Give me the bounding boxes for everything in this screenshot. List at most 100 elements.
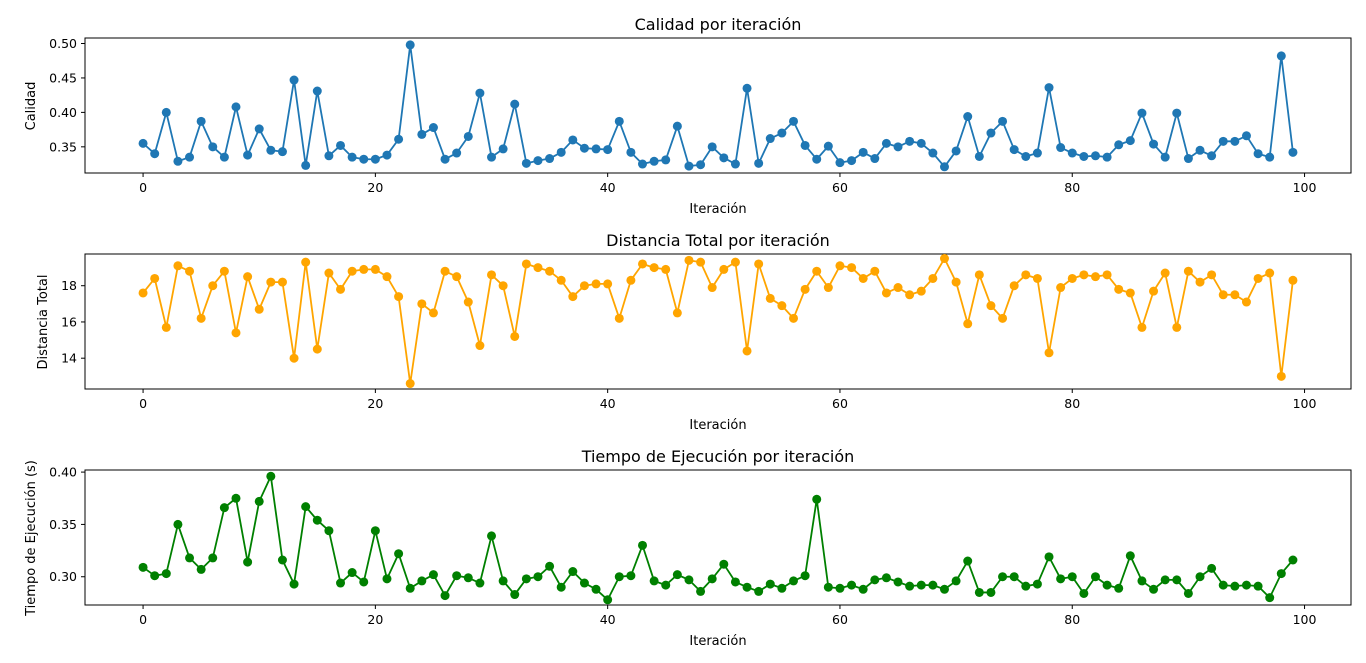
data-point: [1067, 148, 1077, 158]
data-point: [765, 293, 775, 303]
data-point: [382, 272, 392, 282]
data-point: [730, 159, 740, 169]
data-point: [347, 152, 357, 162]
data-point: [1044, 83, 1054, 93]
data-point: [556, 275, 566, 285]
data-point: [1149, 584, 1159, 594]
data-point: [1230, 136, 1240, 146]
data-point: [684, 255, 694, 265]
series-line: [142, 475, 1294, 601]
data-point: [963, 556, 973, 566]
data-point: [800, 571, 810, 581]
x-tick-label: 60: [832, 612, 848, 627]
data-point: [823, 283, 833, 293]
data-point: [1149, 139, 1159, 149]
y-axis-label: Calidad: [24, 82, 39, 131]
data-point: [893, 283, 903, 293]
data-point: [742, 582, 752, 592]
data-point: [196, 116, 206, 126]
data-point: [719, 559, 729, 569]
data-point: [208, 142, 218, 152]
data-point: [173, 156, 183, 166]
data-point: [1102, 580, 1112, 590]
data-point: [661, 264, 671, 274]
x-axis-label: Iteración: [689, 634, 746, 649]
x-tick-label: 0: [139, 396, 147, 411]
data-point: [812, 494, 822, 504]
data-point: [196, 313, 206, 323]
data-point: [614, 116, 624, 126]
x-tick-label: 0: [139, 612, 147, 627]
data-point: [266, 277, 276, 287]
data-point: [661, 155, 671, 165]
data-point: [196, 564, 206, 574]
data-point: [870, 154, 880, 164]
data-point: [510, 331, 520, 341]
data-point: [742, 83, 752, 93]
data-point: [173, 519, 183, 529]
data-point: [998, 572, 1008, 582]
data-point: [672, 570, 682, 580]
data-point: [1032, 148, 1042, 158]
data-point: [208, 553, 218, 563]
data-point: [1160, 152, 1170, 162]
data-point: [266, 145, 276, 155]
data-point: [858, 584, 868, 594]
data-point: [835, 583, 845, 593]
data-point: [359, 264, 369, 274]
data-point: [765, 579, 775, 589]
data-point: [545, 266, 555, 276]
data-point: [452, 148, 462, 158]
data-point: [1230, 581, 1240, 591]
data-point: [487, 270, 497, 280]
data-point: [533, 156, 543, 166]
data-point: [277, 147, 287, 157]
data-point: [835, 158, 845, 168]
data-point: [452, 571, 462, 581]
data-point: [928, 580, 938, 590]
data-point: [1183, 588, 1193, 598]
data-point: [1009, 572, 1019, 582]
x-tick-label: 20: [367, 396, 383, 411]
data-point: [916, 138, 926, 148]
data-point: [1079, 588, 1089, 598]
data-point: [626, 571, 636, 581]
data-point: [452, 272, 462, 282]
data-point: [440, 266, 450, 276]
data-point: [603, 279, 613, 289]
data-point: [1021, 581, 1031, 591]
data-point: [881, 573, 891, 583]
data-point: [789, 313, 798, 323]
data-point: [1044, 552, 1054, 562]
data-point: [707, 142, 717, 152]
data-point: [1032, 579, 1042, 589]
y-tick-label: 0.35: [49, 139, 77, 154]
data-point: [254, 304, 264, 314]
data-point: [847, 263, 857, 273]
data-point: [905, 136, 915, 146]
chart-title: Tiempo de Ejecución por iteración: [581, 447, 855, 466]
data-point: [939, 254, 949, 264]
data-point: [370, 154, 380, 164]
data-point: [638, 540, 647, 550]
data-point: [881, 138, 891, 148]
data-point: [1102, 152, 1112, 162]
data-point: [498, 576, 508, 586]
data-point: [719, 264, 729, 274]
data-point: [185, 266, 195, 276]
data-point: [185, 152, 195, 162]
data-point: [1079, 151, 1089, 161]
data-point: [405, 583, 415, 593]
x-tick-label: 100: [1293, 180, 1317, 195]
data-point: [417, 299, 427, 309]
data-point: [138, 562, 148, 572]
data-point: [161, 107, 171, 117]
data-point: [939, 162, 949, 172]
data-point: [138, 138, 148, 148]
data-point: [1125, 136, 1135, 146]
data-point: [521, 574, 531, 584]
data-point: [777, 301, 787, 311]
data-point: [440, 154, 450, 164]
x-tick-label: 80: [1064, 396, 1080, 411]
